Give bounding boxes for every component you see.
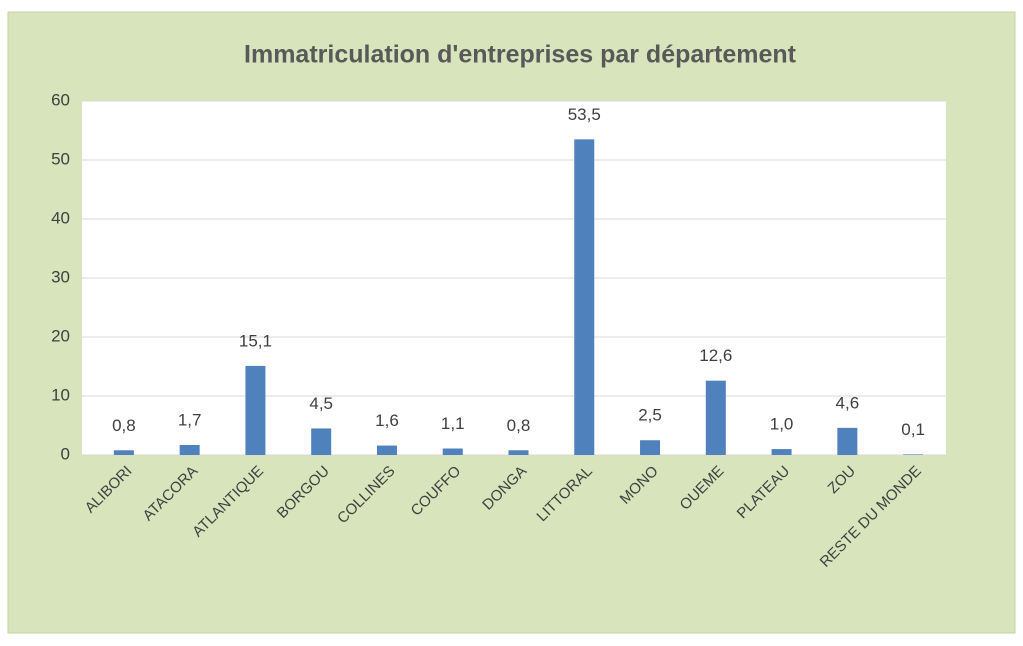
- y-tick-label: 10: [51, 385, 70, 404]
- data-label: 53,5: [568, 105, 601, 124]
- bar: [311, 428, 332, 455]
- bar: [640, 440, 661, 455]
- bar: [574, 139, 595, 455]
- data-label: 4,5: [309, 394, 333, 413]
- data-label: 0,8: [507, 416, 531, 435]
- bar: [771, 449, 792, 455]
- bar: [113, 450, 134, 455]
- bar: [837, 427, 858, 455]
- y-tick-label: 50: [51, 149, 70, 168]
- y-tick-label: 0: [61, 444, 70, 463]
- data-label: 2,5: [638, 406, 662, 425]
- bar: [376, 445, 397, 455]
- data-label: 1,1: [441, 414, 465, 433]
- y-tick-label: 40: [51, 208, 70, 227]
- data-label: 0,8: [112, 416, 136, 435]
- bar: [442, 448, 463, 455]
- data-label: 0,1: [901, 420, 925, 439]
- y-tick-label: 30: [51, 267, 70, 286]
- bar: [508, 450, 529, 455]
- data-label: 4,6: [836, 393, 860, 412]
- y-tick-label: 60: [51, 90, 70, 109]
- bar: [903, 454, 924, 455]
- data-label: 12,6: [699, 346, 732, 365]
- bar: [705, 380, 726, 455]
- data-label: 1,6: [375, 411, 399, 430]
- chart-title: Immatriculation d'entreprises par départ…: [244, 41, 797, 69]
- data-label: 1,0: [770, 415, 794, 434]
- bar: [245, 365, 266, 455]
- y-tick-label: 20: [51, 326, 70, 345]
- data-label: 15,1: [239, 331, 272, 350]
- bar: [179, 444, 200, 455]
- data-label: 1,7: [178, 410, 202, 429]
